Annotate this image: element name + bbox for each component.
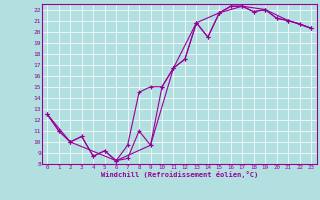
X-axis label: Windchill (Refroidissement éolien,°C): Windchill (Refroidissement éolien,°C) <box>100 171 258 178</box>
